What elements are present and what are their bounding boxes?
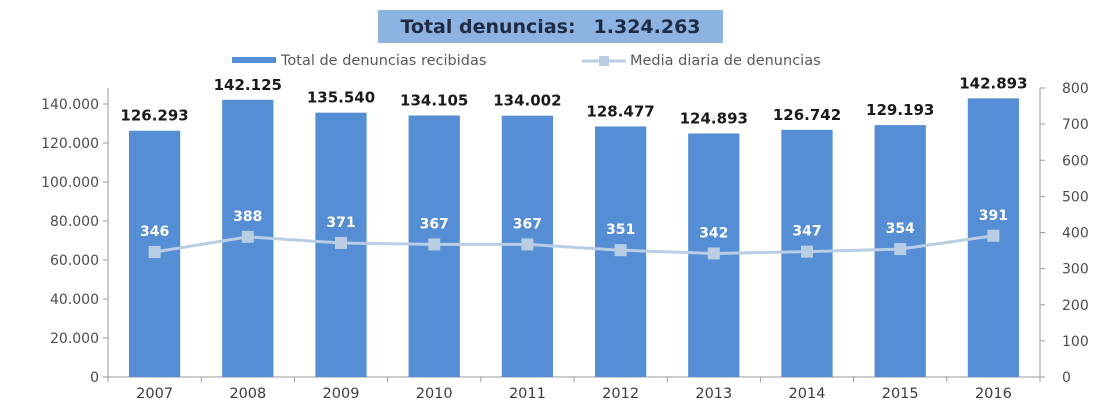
x-tick-label: 2009 — [323, 386, 360, 402]
line-point — [521, 238, 534, 251]
x-tick-label: 2013 — [695, 386, 732, 402]
line-point — [801, 245, 813, 258]
title-label: Total denuncias: — [400, 15, 576, 38]
line-data-label: 367 — [513, 216, 542, 232]
y-right-tick-label: 200 — [1062, 298, 1089, 314]
x-tick-label: 2014 — [789, 386, 826, 402]
y-right-tick-label: 100 — [1062, 334, 1089, 350]
line-data-label: 371 — [326, 215, 355, 231]
title-value: 1.324.263 — [593, 15, 701, 38]
legend-bar-label: Total de denuncias recibidas — [280, 53, 486, 69]
x-tick-label: 2016 — [975, 386, 1012, 402]
y-left-tick-label: 40.000 — [50, 292, 99, 308]
line-point — [894, 243, 907, 256]
line-data-labels: 346 388 371 367 367 351 342 347 354 391 — [140, 208, 1008, 242]
bar-data-label: 135.540 — [307, 89, 375, 107]
bar-data-label: 142.893 — [959, 74, 1027, 92]
y-right-tick-label: 700 — [1062, 117, 1089, 133]
line-point — [987, 229, 1000, 242]
y-left-tick-label: 20.000 — [50, 331, 99, 347]
bar-data-label: 134.002 — [493, 92, 561, 110]
bar-data-label: 142.125 — [214, 76, 282, 94]
y-left-tick-label: 60.000 — [50, 253, 99, 269]
x-tick-label: 2008 — [229, 386, 266, 402]
line-data-label: 342 — [699, 225, 728, 241]
line-data-label: 346 — [140, 224, 169, 240]
line-series — [148, 229, 1000, 260]
x-tick-label: 2007 — [136, 386, 173, 402]
x-tick-label: 2010 — [416, 386, 453, 402]
line-point — [614, 244, 627, 257]
line-data-label: 347 — [792, 224, 821, 240]
y-left-tick-label: 100.000 — [41, 175, 99, 191]
line-point — [241, 230, 254, 243]
bar-data-label: 128.477 — [586, 102, 654, 120]
x-tick-label: 2011 — [509, 386, 546, 402]
line-data-label: 354 — [886, 221, 915, 237]
bar-data-label: 126.293 — [120, 107, 188, 125]
bar-data-label: 129.193 — [866, 101, 934, 119]
y-right-tick-label: 800 — [1062, 81, 1089, 97]
legend: Total de denuncias recibidas Media diari… — [232, 53, 821, 69]
line-path — [154, 234, 994, 255]
x-tick-label: 2015 — [882, 386, 919, 402]
y-right-tick-label: 600 — [1062, 153, 1089, 169]
y-left-tick-label: 140.000 — [41, 97, 99, 113]
bar-data-label: 134.105 — [400, 91, 468, 109]
line-point — [335, 236, 347, 249]
y-left-tick-label: 120.000 — [41, 136, 99, 152]
line-data-label: 391 — [979, 208, 1008, 224]
y-left-tick-label: 80.000 — [50, 214, 99, 230]
line-point — [707, 247, 720, 260]
legend-line-marker — [599, 56, 609, 66]
y-right-tick-label: 500 — [1062, 189, 1089, 205]
bar-data-labels: 126.293 142.125 135.540 134.105 134.002 128.4… — [120, 74, 1027, 127]
line-data-label: 367 — [420, 216, 449, 232]
line-point — [148, 246, 161, 259]
y-right-tick-label: 300 — [1062, 262, 1089, 278]
y-right-tick-label: 400 — [1062, 226, 1089, 242]
axes: 0 20.000 40.000 60.000 80.000 100.000 120.000 1… — [41, 81, 1089, 402]
y-left-tick-label: 0 — [90, 370, 99, 386]
chart-title: Total denuncias: 1.324.263 — [378, 10, 723, 43]
bar-data-label: 124.893 — [680, 109, 748, 127]
x-tick-label: 2012 — [602, 386, 639, 402]
legend-bar-swatch — [232, 57, 276, 63]
line-data-label: 351 — [606, 222, 635, 238]
legend-line-label: Media diaria de denuncias — [630, 53, 821, 69]
line-data-label: 388 — [233, 209, 262, 225]
bar-data-label: 126.742 — [773, 106, 841, 124]
y-right-tick-label: 0 — [1062, 370, 1071, 386]
line-point — [428, 238, 441, 251]
